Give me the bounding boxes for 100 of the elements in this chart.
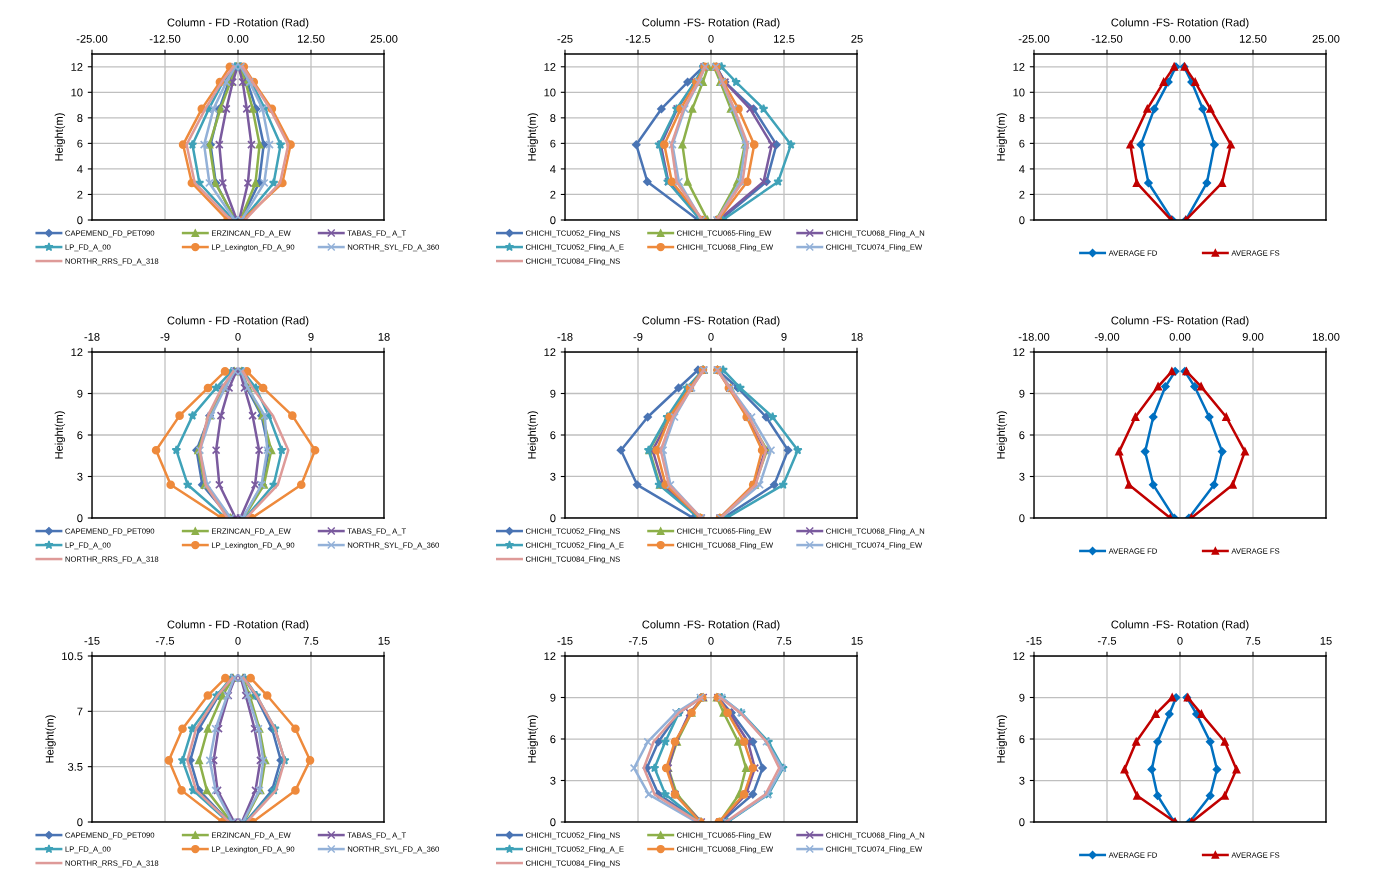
y-axis-title: Height(m)	[996, 113, 1008, 161]
x-tick-label: 0	[235, 332, 241, 341]
x-tick-label: 18	[851, 332, 863, 341]
x-tick-label: 15	[378, 637, 390, 645]
x-tick-label: 12.5	[774, 34, 795, 43]
x-tick-label: 15	[1320, 637, 1332, 645]
y-tick-label: 8	[550, 114, 556, 122]
y-tick-label: 4	[1019, 165, 1025, 173]
y-tick-label: 9	[550, 389, 556, 398]
y-axis-title: Height(m)	[54, 411, 66, 459]
y-tick-label: 12	[1013, 348, 1025, 357]
x-tick-label: -15	[84, 637, 100, 645]
y-tick-label: 12	[544, 348, 556, 357]
y-tick-label: 9	[77, 389, 83, 398]
y-tick-label: 4	[550, 165, 556, 173]
chart-title: Column -FS- Rotation (Rad)	[642, 316, 780, 327]
x-tick-label: 7.5	[1245, 637, 1261, 645]
x-tick-label: 0	[708, 332, 714, 341]
y-axis-title: Height(m)	[996, 411, 1008, 459]
x-tick-label: -18	[557, 332, 573, 341]
y-tick-label: 10	[71, 88, 83, 97]
y-tick-label: 6	[1019, 139, 1025, 148]
y-tick-label: 3	[1019, 472, 1025, 481]
y-tick-label: 3	[77, 472, 83, 481]
y-tick-label: 9	[1019, 693, 1025, 702]
x-tick-label: -15	[557, 637, 573, 645]
y-tick-label: 10	[544, 88, 556, 97]
y-tick-label: 6	[77, 139, 83, 148]
x-tick-label: -12.50	[149, 34, 181, 43]
x-tick-label: 0	[708, 636, 714, 645]
y-tick-label: 7	[77, 707, 83, 716]
x-tick-label: 0.00	[1169, 34, 1191, 43]
x-tick-label: 9	[781, 332, 787, 341]
y-tick-label: 0	[1019, 514, 1025, 523]
y-tick-label: 6	[1019, 735, 1025, 744]
x-tick-label: -7.5	[628, 637, 648, 645]
x-tick-label: -12.50	[1091, 34, 1123, 43]
x-tick-label: -9.00	[1094, 332, 1120, 341]
x-tick-label: -9	[633, 332, 643, 341]
x-tick-label: 0.00	[227, 34, 249, 43]
y-tick-label: 3	[1019, 776, 1025, 785]
x-tick-label: 0	[1177, 636, 1183, 645]
x-tick-label: -7.5	[1097, 637, 1117, 645]
x-tick-label: 0	[708, 34, 714, 43]
x-tick-label: -25.00	[76, 34, 108, 43]
x-tick-label: 18	[378, 332, 390, 341]
y-tick-label: 6	[550, 431, 556, 440]
x-tick-label: -18.00	[1018, 332, 1050, 341]
y-tick-label: 0	[550, 514, 556, 523]
y-tick-label: 12	[71, 63, 83, 71]
y-tick-label: 10.5	[62, 652, 83, 661]
x-tick-label: 7.5	[776, 637, 792, 645]
y-tick-label: 3.5	[67, 762, 83, 771]
y-tick-label: 10	[1013, 88, 1025, 97]
y-tick-label: 0	[550, 216, 556, 225]
y-tick-label: 3	[550, 776, 556, 785]
y-tick-label: 12	[1013, 63, 1025, 71]
y-tick-label: 12	[1013, 652, 1025, 661]
y-tick-label: 8	[1019, 114, 1025, 122]
y-tick-label: 9	[1019, 389, 1025, 398]
x-tick-label: 0.00	[1169, 332, 1191, 341]
chart-title: Column -FS- Rotation (Rad)	[1111, 620, 1249, 631]
chart-title: Column - FD -Rotation (Rad)	[167, 18, 309, 29]
y-tick-label: 0	[77, 216, 83, 225]
y-tick-label: 6	[1019, 431, 1025, 440]
x-tick-label: -12.5	[625, 34, 651, 43]
x-tick-label: 9.00	[1242, 332, 1264, 341]
y-tick-label: 12	[71, 348, 83, 357]
y-axis-title: Height(m)	[54, 113, 66, 161]
x-tick-label: 12.50	[1239, 34, 1267, 43]
chart-title: Column -FS- Rotation (Rad)	[642, 18, 780, 29]
chart-title: Column -FS- Rotation (Rad)	[642, 620, 780, 631]
chart-title: Column - FD -Rotation (Rad)	[167, 620, 309, 631]
y-tick-label: 2	[550, 190, 556, 199]
y-tick-label: 3	[550, 472, 556, 481]
x-tick-label: -25	[557, 34, 573, 43]
x-tick-label: -18	[84, 332, 100, 341]
x-tick-label: -9	[160, 332, 170, 341]
y-axis-title: Height(m)	[527, 715, 539, 763]
x-tick-label: 25	[851, 34, 863, 43]
y-tick-label: 12	[544, 63, 556, 71]
y-tick-label: 4	[77, 165, 83, 173]
x-tick-label: 9	[308, 332, 314, 341]
chart-title: Column -FS- Rotation (Rad)	[1111, 316, 1249, 327]
x-tick-label: 18.00	[1312, 332, 1340, 341]
y-axis-title: Height(m)	[527, 411, 539, 459]
x-tick-label: 25.00	[370, 34, 398, 43]
y-tick-label: 0	[77, 818, 83, 827]
y-tick-label: 9	[550, 693, 556, 702]
chart-title: Column -FS- Rotation (Rad)	[1111, 18, 1249, 29]
x-tick-label: -25.00	[1018, 34, 1050, 43]
x-tick-label: 25.00	[1312, 34, 1340, 43]
y-tick-label: 6	[550, 735, 556, 744]
y-axis-title: Height(m)	[527, 113, 539, 161]
y-tick-label: 12	[544, 652, 556, 661]
y-tick-label: 0	[550, 818, 556, 827]
x-tick-label: -15	[1026, 637, 1042, 645]
x-tick-label: 7.5	[303, 637, 319, 645]
y-tick-label: 0	[1019, 818, 1025, 827]
x-tick-label: 12.50	[297, 34, 325, 43]
